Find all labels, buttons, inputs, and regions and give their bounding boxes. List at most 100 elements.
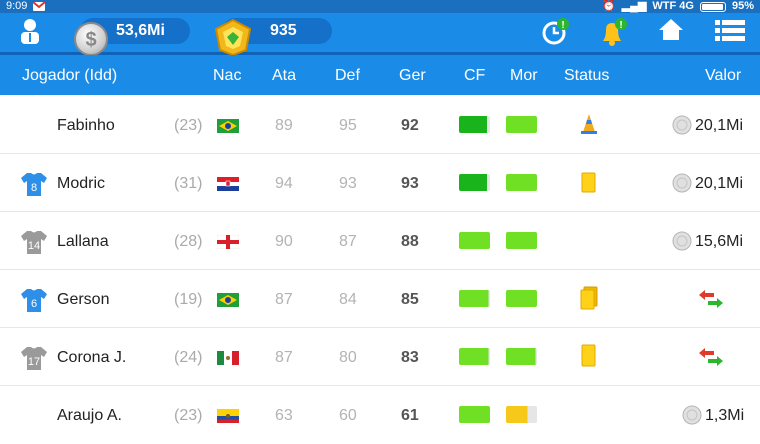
table-row[interactable]: 8 Modric (31) 94 93 93 20,1Mi	[0, 155, 760, 212]
svg-text:!: !	[561, 20, 564, 31]
table-row[interactable]: 17 Corona J. (24) 87 80 83	[0, 329, 760, 386]
fitness-bar	[459, 406, 490, 423]
manager-icon[interactable]	[18, 17, 42, 45]
overall-value: 85	[401, 291, 419, 308]
system-status-bar: 9:09 ⏰ ▂▄▆ WTF 4G 95%	[0, 0, 760, 13]
morale-bar	[506, 232, 537, 249]
header-player[interactable]: Jogador (Idd)	[22, 67, 118, 84]
money-coin-icon	[672, 173, 692, 198]
carrier-label: WTF 4G	[652, 0, 694, 12]
player-name: Araujo A.	[57, 407, 122, 424]
player-age: (23)	[174, 407, 203, 424]
transfer-arrows-icon[interactable]	[698, 347, 724, 372]
svg-text:$: $	[85, 29, 96, 51]
overall-value: 88	[401, 233, 419, 250]
table-row[interactable]: Araujo A. (23) 63 60 61 1,3Mi	[0, 387, 760, 444]
bell-alert-icon[interactable]: !	[598, 17, 630, 47]
ecuador-flag-icon	[217, 409, 239, 423]
money-coin-icon: $	[74, 22, 108, 56]
player-name: Modric	[57, 175, 106, 192]
player-age: (23)	[174, 117, 203, 134]
header-morale[interactable]: Mor	[510, 67, 538, 84]
fitness-bar	[459, 348, 490, 365]
shirt-number-icon: 14	[20, 228, 48, 256]
top-bar: 53,6Mi $ 935 ! !	[0, 13, 760, 57]
attack-value: 63	[275, 407, 293, 424]
overall-value: 61	[401, 407, 419, 424]
battery-percent: 95%	[731, 0, 754, 12]
header-attack[interactable]: Ata	[272, 67, 297, 84]
alarm-icon: ⏰	[601, 0, 616, 12]
table-header: Jogador (Idd) Nac Ata Def Ger CF Mor Sta…	[0, 55, 760, 95]
yellow-card-icon	[581, 344, 597, 373]
money-coin-icon	[672, 115, 692, 140]
attack-value: 89	[275, 117, 293, 134]
morale-bar	[506, 116, 537, 133]
morale-bar	[506, 348, 537, 365]
svg-text:17: 17	[28, 356, 40, 368]
money-coin-icon	[672, 231, 692, 256]
fitness-bar	[459, 232, 490, 249]
player-age: (31)	[174, 175, 203, 192]
points-badge-icon	[214, 18, 252, 57]
svg-text:8: 8	[31, 182, 37, 194]
shirt-number-icon: 6	[20, 286, 48, 314]
brazil-flag-icon	[217, 293, 239, 307]
header-overall[interactable]: Ger	[399, 67, 426, 84]
header-nation[interactable]: Nac	[213, 67, 242, 84]
shirt-number-icon: 8	[20, 170, 48, 198]
table-row[interactable]: 14 Lallana (28) 90 87 88 15,6Mi	[0, 213, 760, 270]
svg-text:6: 6	[31, 298, 37, 310]
croatia-flag-icon	[217, 177, 239, 191]
signal-icon: ▂▄▆	[621, 0, 647, 12]
defense-value: 87	[339, 233, 357, 250]
svg-text:!: !	[619, 20, 622, 31]
clock: 9:09	[6, 0, 28, 12]
attack-value: 94	[275, 175, 293, 192]
player-value: 20,1Mi	[695, 175, 744, 192]
attack-value: 87	[275, 349, 293, 366]
brazil-flag-icon	[217, 119, 239, 133]
menu-list-icon[interactable]	[715, 17, 745, 43]
attack-value: 87	[275, 291, 293, 308]
defense-value: 60	[339, 407, 357, 424]
attack-value: 90	[275, 233, 293, 250]
yellow-cards-icon	[580, 286, 600, 317]
header-status[interactable]: Status	[564, 67, 610, 84]
overall-value: 92	[401, 117, 419, 134]
money-value: 53,6Mi	[116, 22, 165, 39]
home-icon[interactable]	[658, 17, 684, 43]
table-row[interactable]: 6 Gerson (19) 87 84 85	[0, 271, 760, 328]
yellow-card-icon	[581, 172, 597, 199]
defense-value: 84	[339, 291, 357, 308]
header-defense[interactable]: Def	[335, 67, 360, 84]
mexico-flag-icon	[217, 351, 239, 365]
overall-value: 93	[401, 175, 419, 192]
player-value: 20,1Mi	[695, 117, 744, 134]
defense-value: 95	[339, 117, 357, 134]
defense-value: 80	[339, 349, 357, 366]
defense-value: 93	[339, 175, 357, 192]
player-age: (24)	[174, 349, 203, 366]
overall-value: 83	[401, 349, 419, 366]
player-age: (19)	[174, 291, 203, 308]
player-name: Lallana	[57, 233, 109, 250]
table-row[interactable]: Fabinho (23) 89 95 92 20,1Mi	[0, 97, 760, 154]
money-coin-icon	[682, 405, 702, 430]
header-value[interactable]: Valor	[705, 67, 742, 84]
training-cone-icon	[580, 113, 598, 140]
clock-alert-icon[interactable]: !	[541, 17, 571, 47]
transfer-arrows-icon[interactable]	[698, 289, 724, 314]
player-name: Gerson	[57, 291, 110, 308]
player-age: (28)	[174, 233, 203, 250]
fitness-bar	[459, 174, 490, 191]
england-flag-icon	[216, 234, 240, 250]
player-value: 15,6Mi	[695, 233, 744, 250]
shirt-number-icon: 17	[20, 344, 48, 372]
points-value: 935	[270, 22, 297, 39]
fitness-bar	[459, 290, 490, 307]
player-value: 1,3Mi	[705, 407, 745, 424]
svg-text:14: 14	[28, 240, 40, 252]
header-fitness[interactable]: CF	[464, 67, 486, 84]
fitness-bar	[459, 116, 490, 133]
